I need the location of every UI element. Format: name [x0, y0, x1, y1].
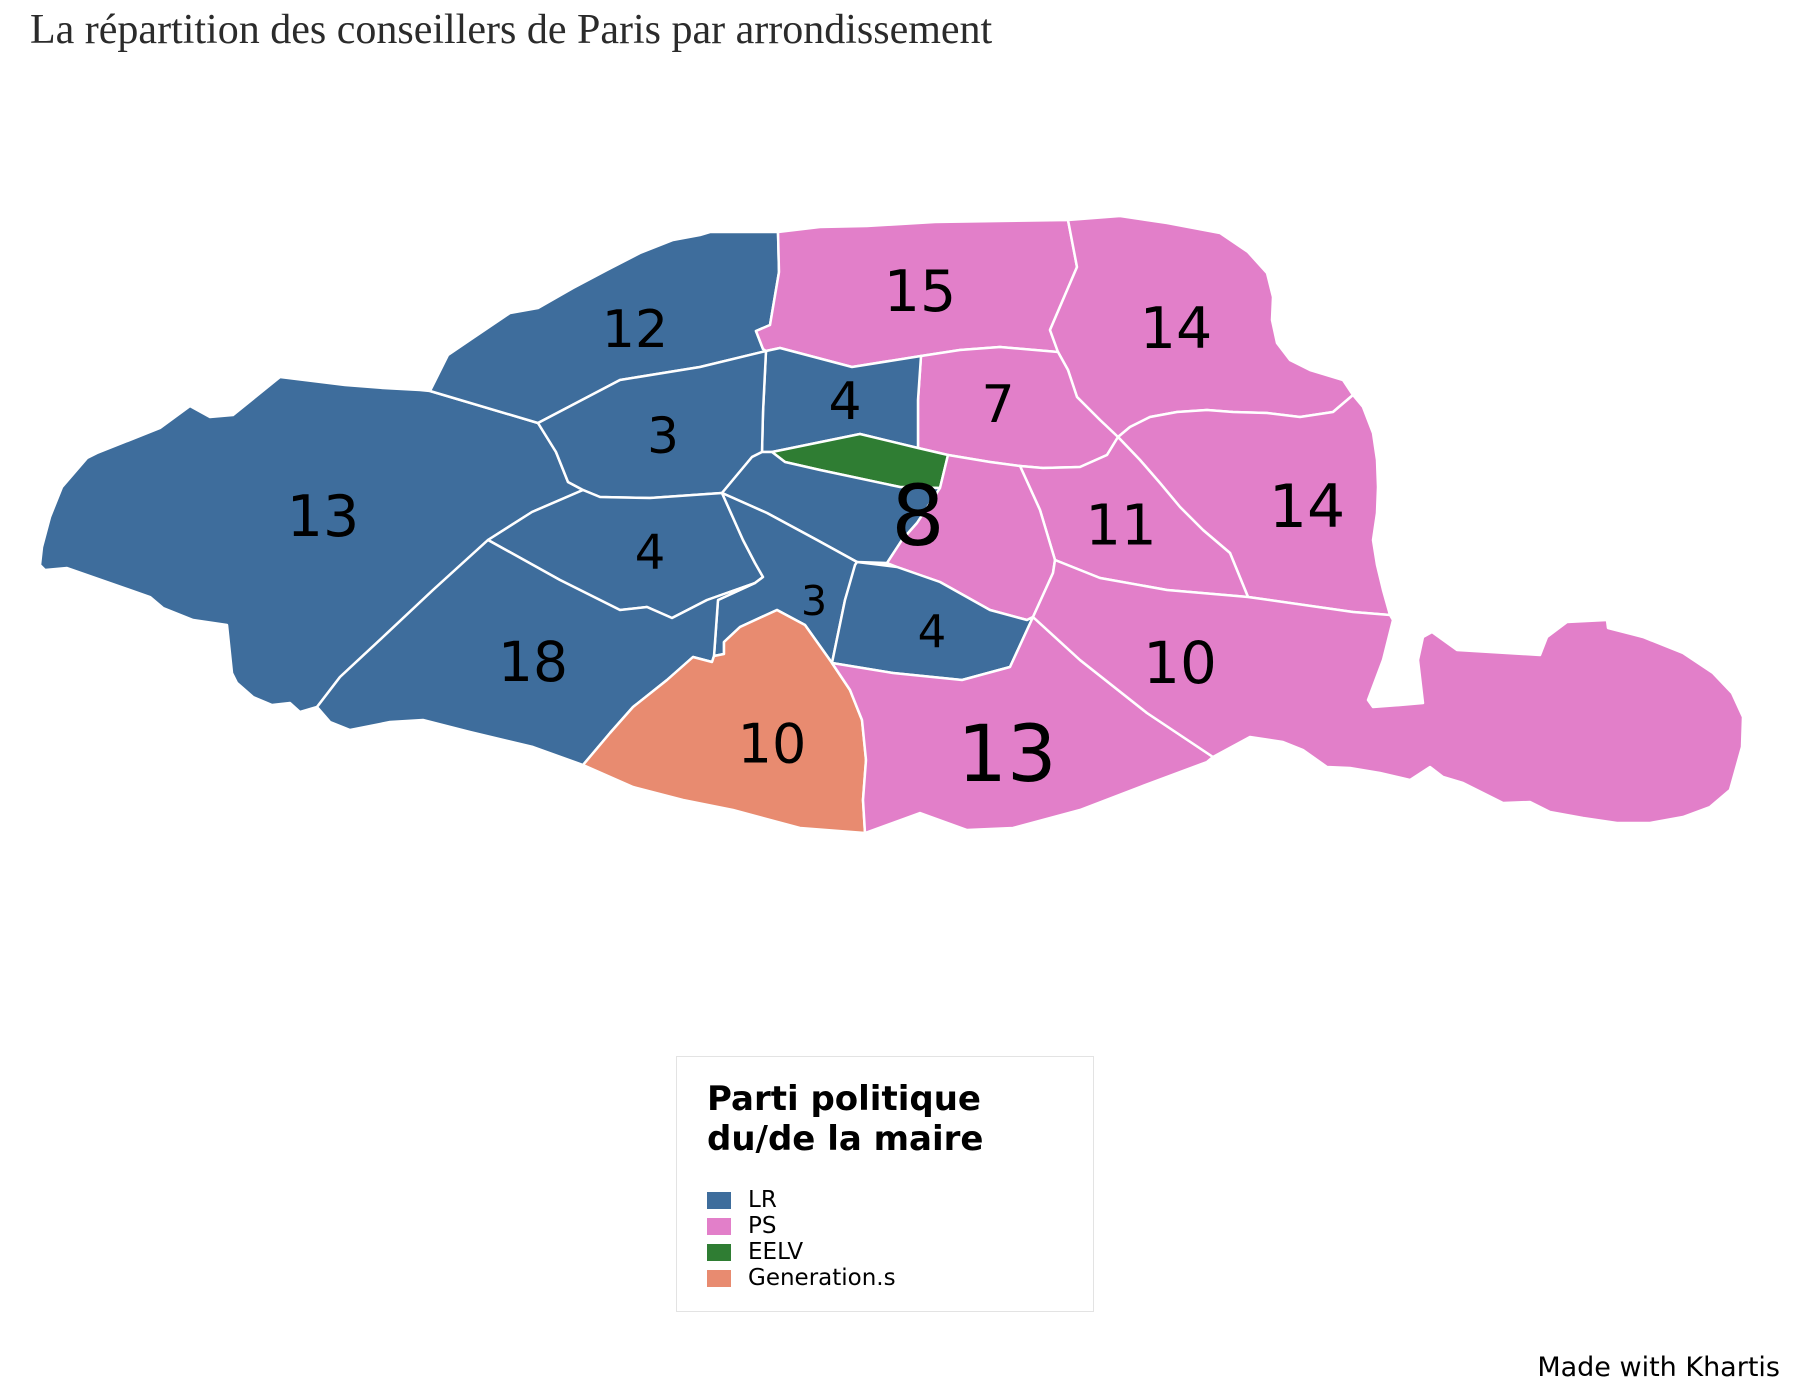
legend-item-EELV: EELV	[707, 1239, 1067, 1265]
legend-swatch-Generation.s	[707, 1269, 731, 1287]
legend-swatch-PS	[707, 1217, 731, 1235]
legend-title: Parti politique du/de la maire	[707, 1079, 984, 1160]
page-title: La répartition des conseillers de Paris …	[30, 7, 993, 53]
map-regions-layer	[38, 214, 1745, 835]
region-9e[interactable]	[760, 346, 923, 454]
region-12e[interactable]	[1031, 558, 1745, 825]
region-13e[interactable]	[830, 615, 1215, 835]
legend-label-EELV: EELV	[748, 1239, 804, 1266]
legend-swatch-LR	[707, 1191, 731, 1209]
legend-swatch-EELV	[707, 1243, 731, 1261]
map-legend: Parti politique du/de la maire LR PS EELV G…	[676, 1056, 1094, 1312]
legend-label-LR: LR	[748, 1187, 777, 1214]
legend-label-Generation.s: Generation.s	[748, 1265, 896, 1292]
legend-label-PS: PS	[748, 1213, 777, 1240]
region-19e[interactable]	[1048, 214, 1355, 439]
legend-item-LR: LR	[707, 1187, 1067, 1213]
legend-item-PS: PS	[707, 1213, 1067, 1239]
legend-items: LR PS EELV Generation.s	[707, 1187, 1067, 1291]
legend-item-Generation.s: Generation.s	[707, 1265, 1067, 1291]
region-18e[interactable]	[754, 218, 1079, 369]
khartis-credit: Made with Khartis	[1537, 1352, 1780, 1383]
